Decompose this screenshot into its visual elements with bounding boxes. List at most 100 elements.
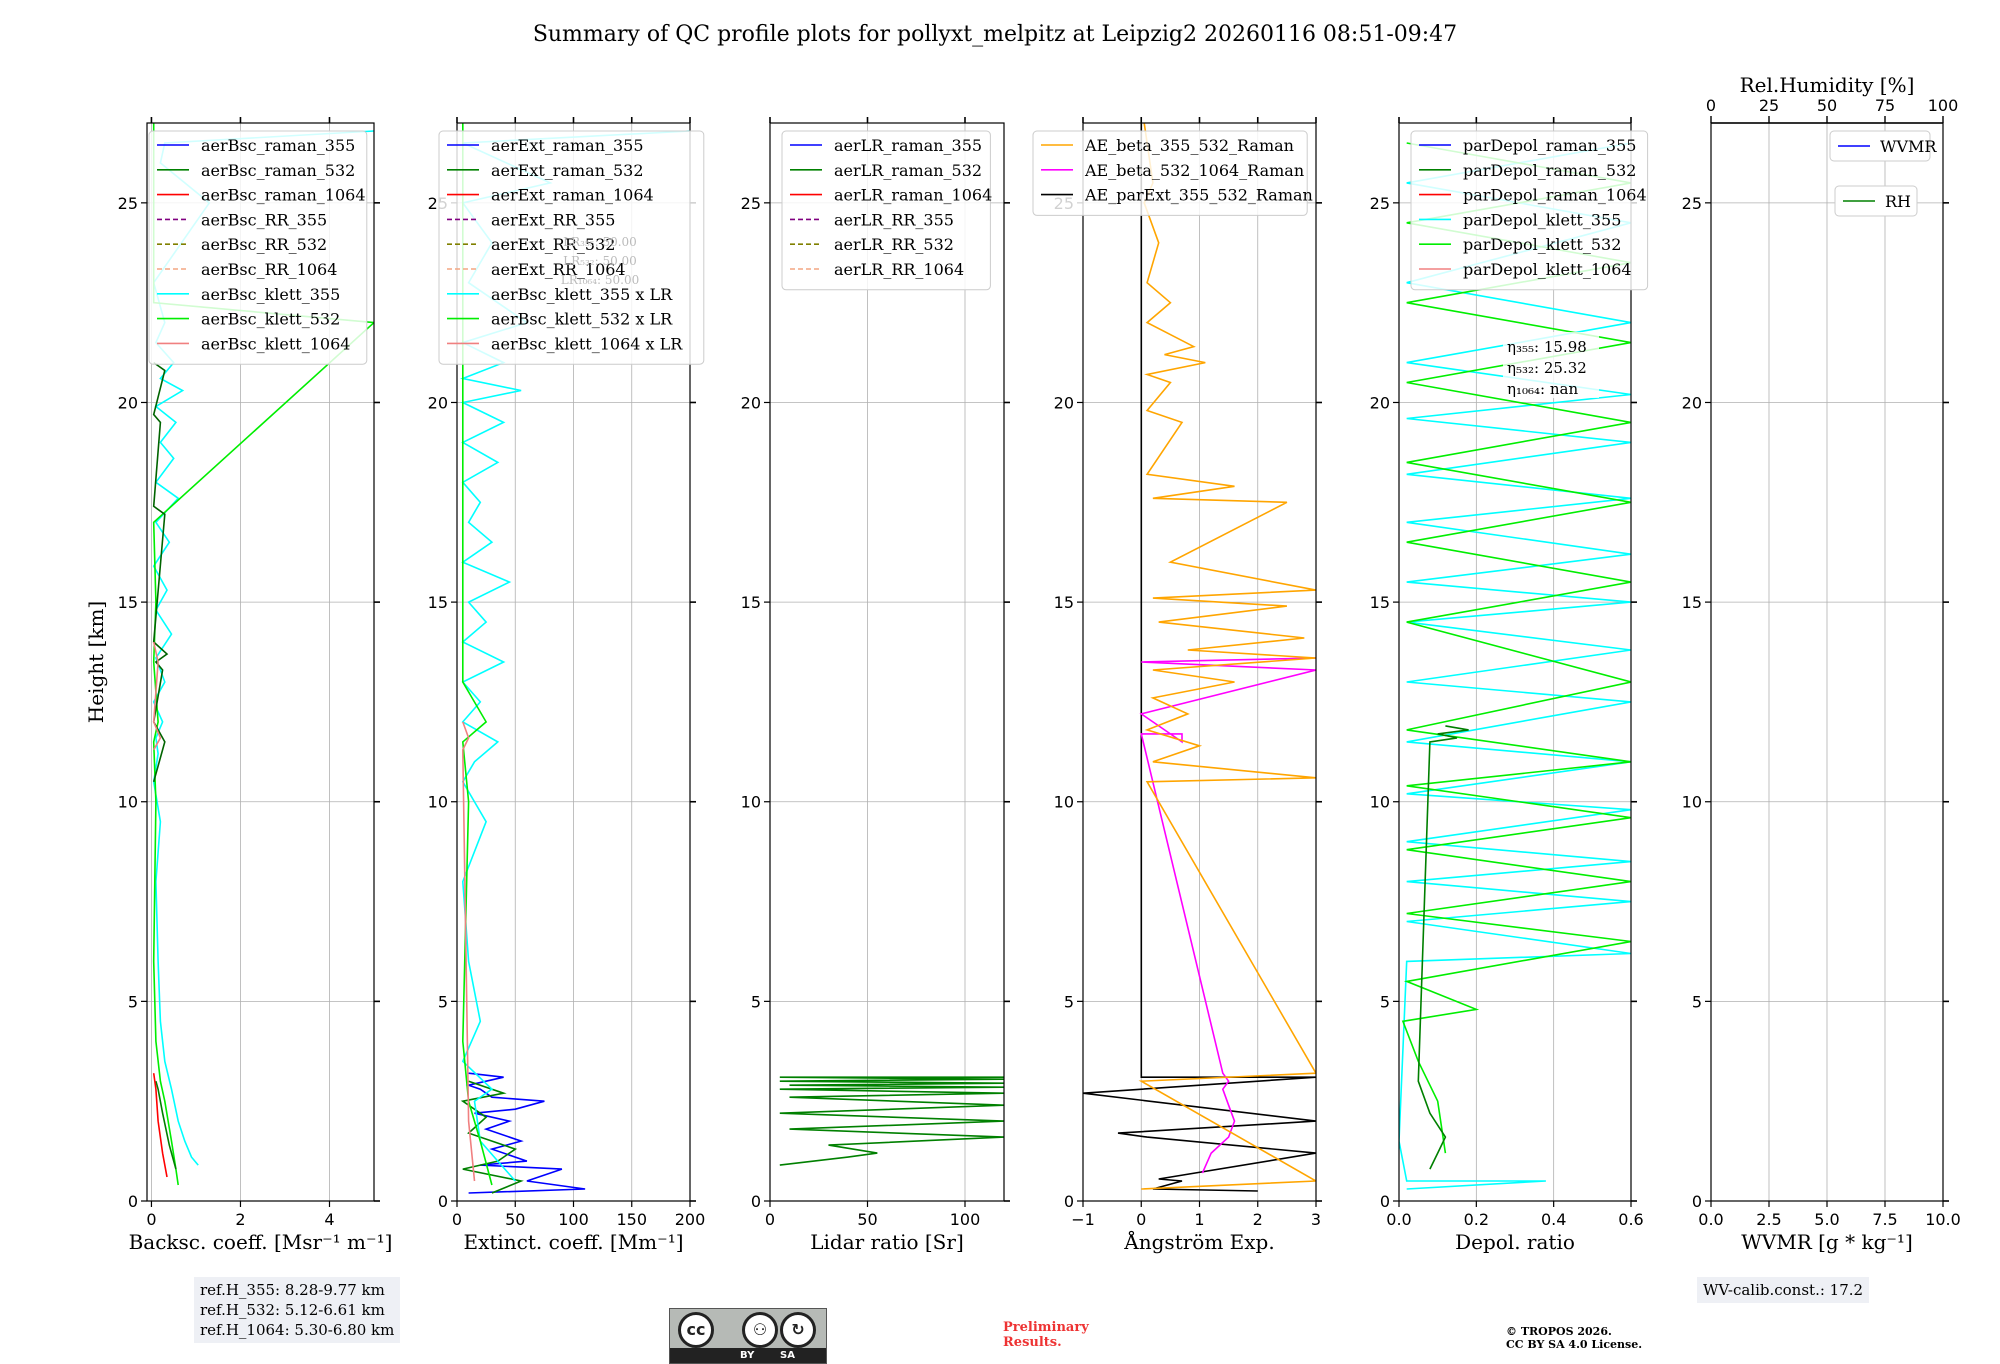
legend-label: aerBsc_RR_532 [201,235,327,254]
y-tick-label: 0 [438,1192,448,1211]
x-axis-label: WVMR [g * kg⁻¹] [1741,1230,1913,1254]
legend-box [148,130,368,365]
x-axis-label: Lidar ratio [Sr] [810,1230,964,1254]
legend-label: aerLR_raman_1064 [834,186,992,205]
x-tick-label: 2 [1253,1210,1263,1229]
x-tick-label: 5.0 [1814,1210,1839,1229]
x-tick-label: 0 [765,1210,775,1229]
wvmr-legend-label: WVMR [1880,137,1937,156]
by-label: BY [740,1350,755,1361]
x-tick-label: 2.5 [1756,1210,1781,1229]
x-tick-label: 0 [146,1210,156,1229]
legend-box [438,130,705,365]
series-group [1399,142,1631,1190]
y-tick-label: 0 [1380,1192,1390,1211]
series-line-aerext-raman-355 [465,1072,586,1194]
y-tick-label: 0 [751,1192,761,1211]
x-tick-label: 100 [558,1210,589,1229]
x-axis-label: Extinct. coeff. [Mm⁻¹] [463,1230,683,1254]
series-line-ae-parext-355-532-raman [1083,123,1316,1192]
series-line-pardepol-raman-532 [1417,725,1469,1170]
y-tick-label: 15 [1370,593,1390,612]
legend-label: aerLR_raman_532 [834,161,982,180]
legend-box [1410,130,1649,291]
series-line-aerbsc-klett-1064 [152,641,162,751]
top-x-tick-label: 100 [1928,96,1959,115]
y-tick-label: 10 [741,793,761,812]
x-tick-label: 0.6 [1618,1210,1643,1229]
legend-label: aerBsc_raman_1064 [201,186,366,205]
y-tick-label: 20 [118,393,138,412]
series-line-aerbsc-klett-532 [152,123,374,1186]
copyright-note: © TROPOS 2026. CC BY SA 4.0 License. [1506,1325,1643,1351]
y-tick-label: 25 [1370,194,1390,213]
legend-box [1032,130,1308,216]
attribution-icon: ⚇ [742,1312,778,1348]
legend-label: aerLR_RR_355 [834,210,954,229]
legend-label: aerBsc_klett_355 x LR [491,285,673,304]
y-tick-label: 20 [741,393,761,412]
x-tick-label: 50 [505,1210,525,1229]
share-alike-icon: ↻ [780,1312,816,1348]
legend-label: aerExt_raman_532 [491,161,644,180]
x-tick-label: 0 [452,1210,462,1229]
legend-label: aerBsc_klett_1064 x LR [491,334,683,353]
series-line-aerext-raman-532 [460,1080,524,1194]
legend-label: AE_parExt_355_532_Raman [1084,186,1313,205]
x-tick-label: 100 [950,1210,981,1229]
series-line-aerbsc-klett-1064-x-lr [461,721,476,1182]
legend-label: aerExt_raman_1064 [491,186,654,205]
legend-label: aerBsc_raman_355 [201,136,355,155]
wv-calibration-box: WV-calib.const.: 17.2 [1697,1277,1870,1303]
legend-label: aerExt_RR_532 [491,235,615,254]
series-line-aerbsc-raman-1064 [152,1073,168,1178]
legend-label: aerLR_RR_1064 [834,260,964,279]
axes-frame [769,122,1005,1202]
legend-label: aerLR_RR_532 [834,235,954,254]
preliminary-results-note: Preliminary Results. [1003,1320,1089,1350]
y-tick-label: 0 [1064,1192,1074,1211]
legend-label: parDepol_raman_532 [1463,161,1636,180]
eta-box [1503,332,1599,398]
y-tick-label: 10 [1054,793,1074,812]
figure-title: Summary of QC profile plots for pollyxt_… [532,22,1458,47]
x-tick-label: 1 [1194,1210,1204,1229]
y-tick-label: 20 [1682,393,1702,412]
series-line-aerlr-raman-532 [779,1076,1004,1166]
y-tick-label: 15 [741,593,761,612]
series-group [779,1076,1004,1166]
x-tick-label: 2 [235,1210,245,1229]
legend-label: aerBsc_RR_1064 [201,260,337,279]
series-line-ae-beta-355-532-raman [1138,123,1316,1190]
legend-label: AE_beta_355_532_Raman [1084,136,1294,155]
x-tick-label: 3 [1311,1210,1321,1229]
y-tick-label: 5 [438,992,448,1011]
axes-frame [1398,122,1632,1202]
eta-label: η₁₀₆₄: nan [1507,380,1578,398]
y-tick-label: 15 [1682,593,1702,612]
y-tick-label: 10 [1370,793,1390,812]
cc-icon: cc [678,1312,714,1348]
license-bar: BY SA [670,1348,826,1363]
rh-legend-box [1834,185,1918,217]
legend-label: aerExt_raman_355 [491,136,644,155]
x-axis-label: Backsc. coeff. [Msr⁻¹ m⁻¹] [129,1230,393,1254]
series-line-pardepol-klett-532 [1401,142,1631,1154]
y-tick-label: 10 [118,793,138,812]
legend-label: aerBsc_klett_355 [201,285,340,304]
legend-label: parDepol_klett_532 [1463,235,1621,254]
y-tick-label: 5 [751,992,761,1011]
x-axis-label: Ångström Exp. [1123,1229,1274,1254]
x-tick-label: 0.0 [1698,1210,1723,1229]
legend-label: parDepol_klett_1064 [1463,260,1632,279]
y-tick-label: 5 [1692,992,1702,1011]
legend-label: aerLR_raman_355 [834,136,982,155]
legend-label: parDepol_raman_355 [1463,136,1636,155]
axes-frame [146,122,375,1202]
series-line-aerbsc-raman-532 [155,1080,177,1170]
panel-depolarization: 0 5 10 15 20 25 0.0 0.2 0.4 0.6 Depol. ratio parDep… [1370,117,1649,1254]
legend-label: aerBsc_klett_1064 [201,334,350,353]
rh-legend-label: RH [1885,192,1911,211]
